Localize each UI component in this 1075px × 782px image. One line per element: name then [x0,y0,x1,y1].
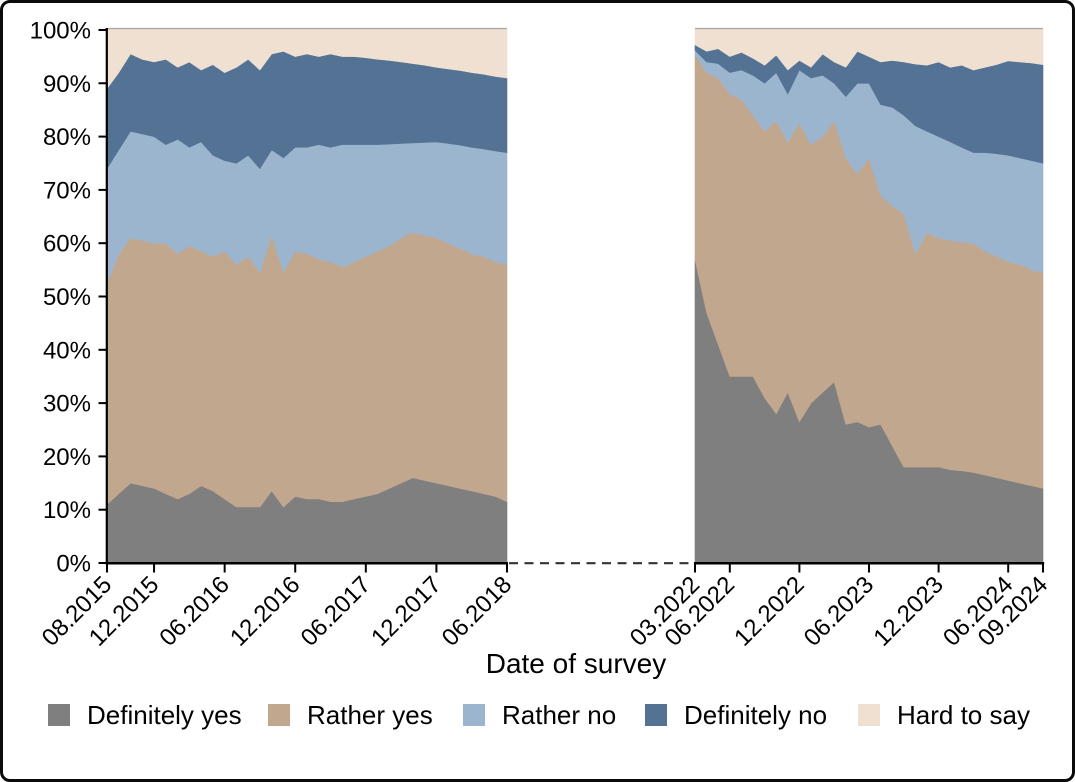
y-tick-label: 100% [30,18,91,45]
legend-swatch-hard-to-say [858,704,880,726]
x-tick-label: 06.2023 [799,571,879,651]
legend-item-hard-to-say: Hard to say [858,700,1030,730]
legend-item-rather-yes: Rather yes [268,700,433,730]
x-tick-label: 12.2017 [366,571,446,651]
y-tick-label: 20% [43,444,91,471]
x-tick-label: 06.2018 [437,571,517,651]
legend-label-definitely-yes: Definitely yes [87,700,242,730]
y-tick-label: 50% [43,284,91,311]
legend-item-rather-no: Rather no [463,700,616,730]
legend-item-definitely-yes: Definitely yes [48,700,242,730]
legend-swatch-rather-yes [268,704,290,726]
y-tick-label: 10% [43,497,91,524]
y-tick-label: 40% [43,337,91,364]
x-tick-label: 12.2023 [868,571,948,651]
legend-label-hard-to-say: Hard to say [897,700,1030,730]
x-tick-label: 12.2022 [729,571,809,651]
y-tick-label: 70% [43,177,91,204]
x-axis-ticks: 08.201512.201506.201612.201606.201712.20… [37,564,1053,652]
area-rather-yes-panel1 [106,232,508,508]
legend-swatch-rather-no [463,704,485,726]
x-tick-label: 06.2017 [296,571,376,651]
x-axis-title: Date of survey [486,648,667,679]
area-hard-to-say-panel1 [106,29,508,90]
legend-item-definitely-no: Definitely no [645,700,827,730]
y-tick-label: 60% [43,231,91,258]
legend-label-definitely-no: Definitely no [684,700,827,730]
legend-label-rather-yes: Rather yes [307,700,433,730]
chart-areas [106,29,1044,564]
x-tick-label: 12.2016 [225,571,305,651]
legend-label-rather-no: Rather no [502,700,616,730]
y-tick-label: 0% [56,551,91,578]
y-tick-label: 30% [43,391,91,418]
y-tick-label: 80% [43,124,91,151]
y-tick-label: 90% [43,71,91,98]
legend-swatch-definitely-no [645,704,667,726]
y-axis-ticks: 0% 10% 20% 30% 40% 50% 60% 70% 80% 90% 100% [30,18,107,578]
x-tick-label: 06.2016 [154,571,234,651]
area-hard-to-say-panel2 [694,29,1044,71]
legend-swatch-definitely-yes [48,704,70,726]
legend: Definitely yes Rather yes Rather no Defi… [48,700,1030,730]
